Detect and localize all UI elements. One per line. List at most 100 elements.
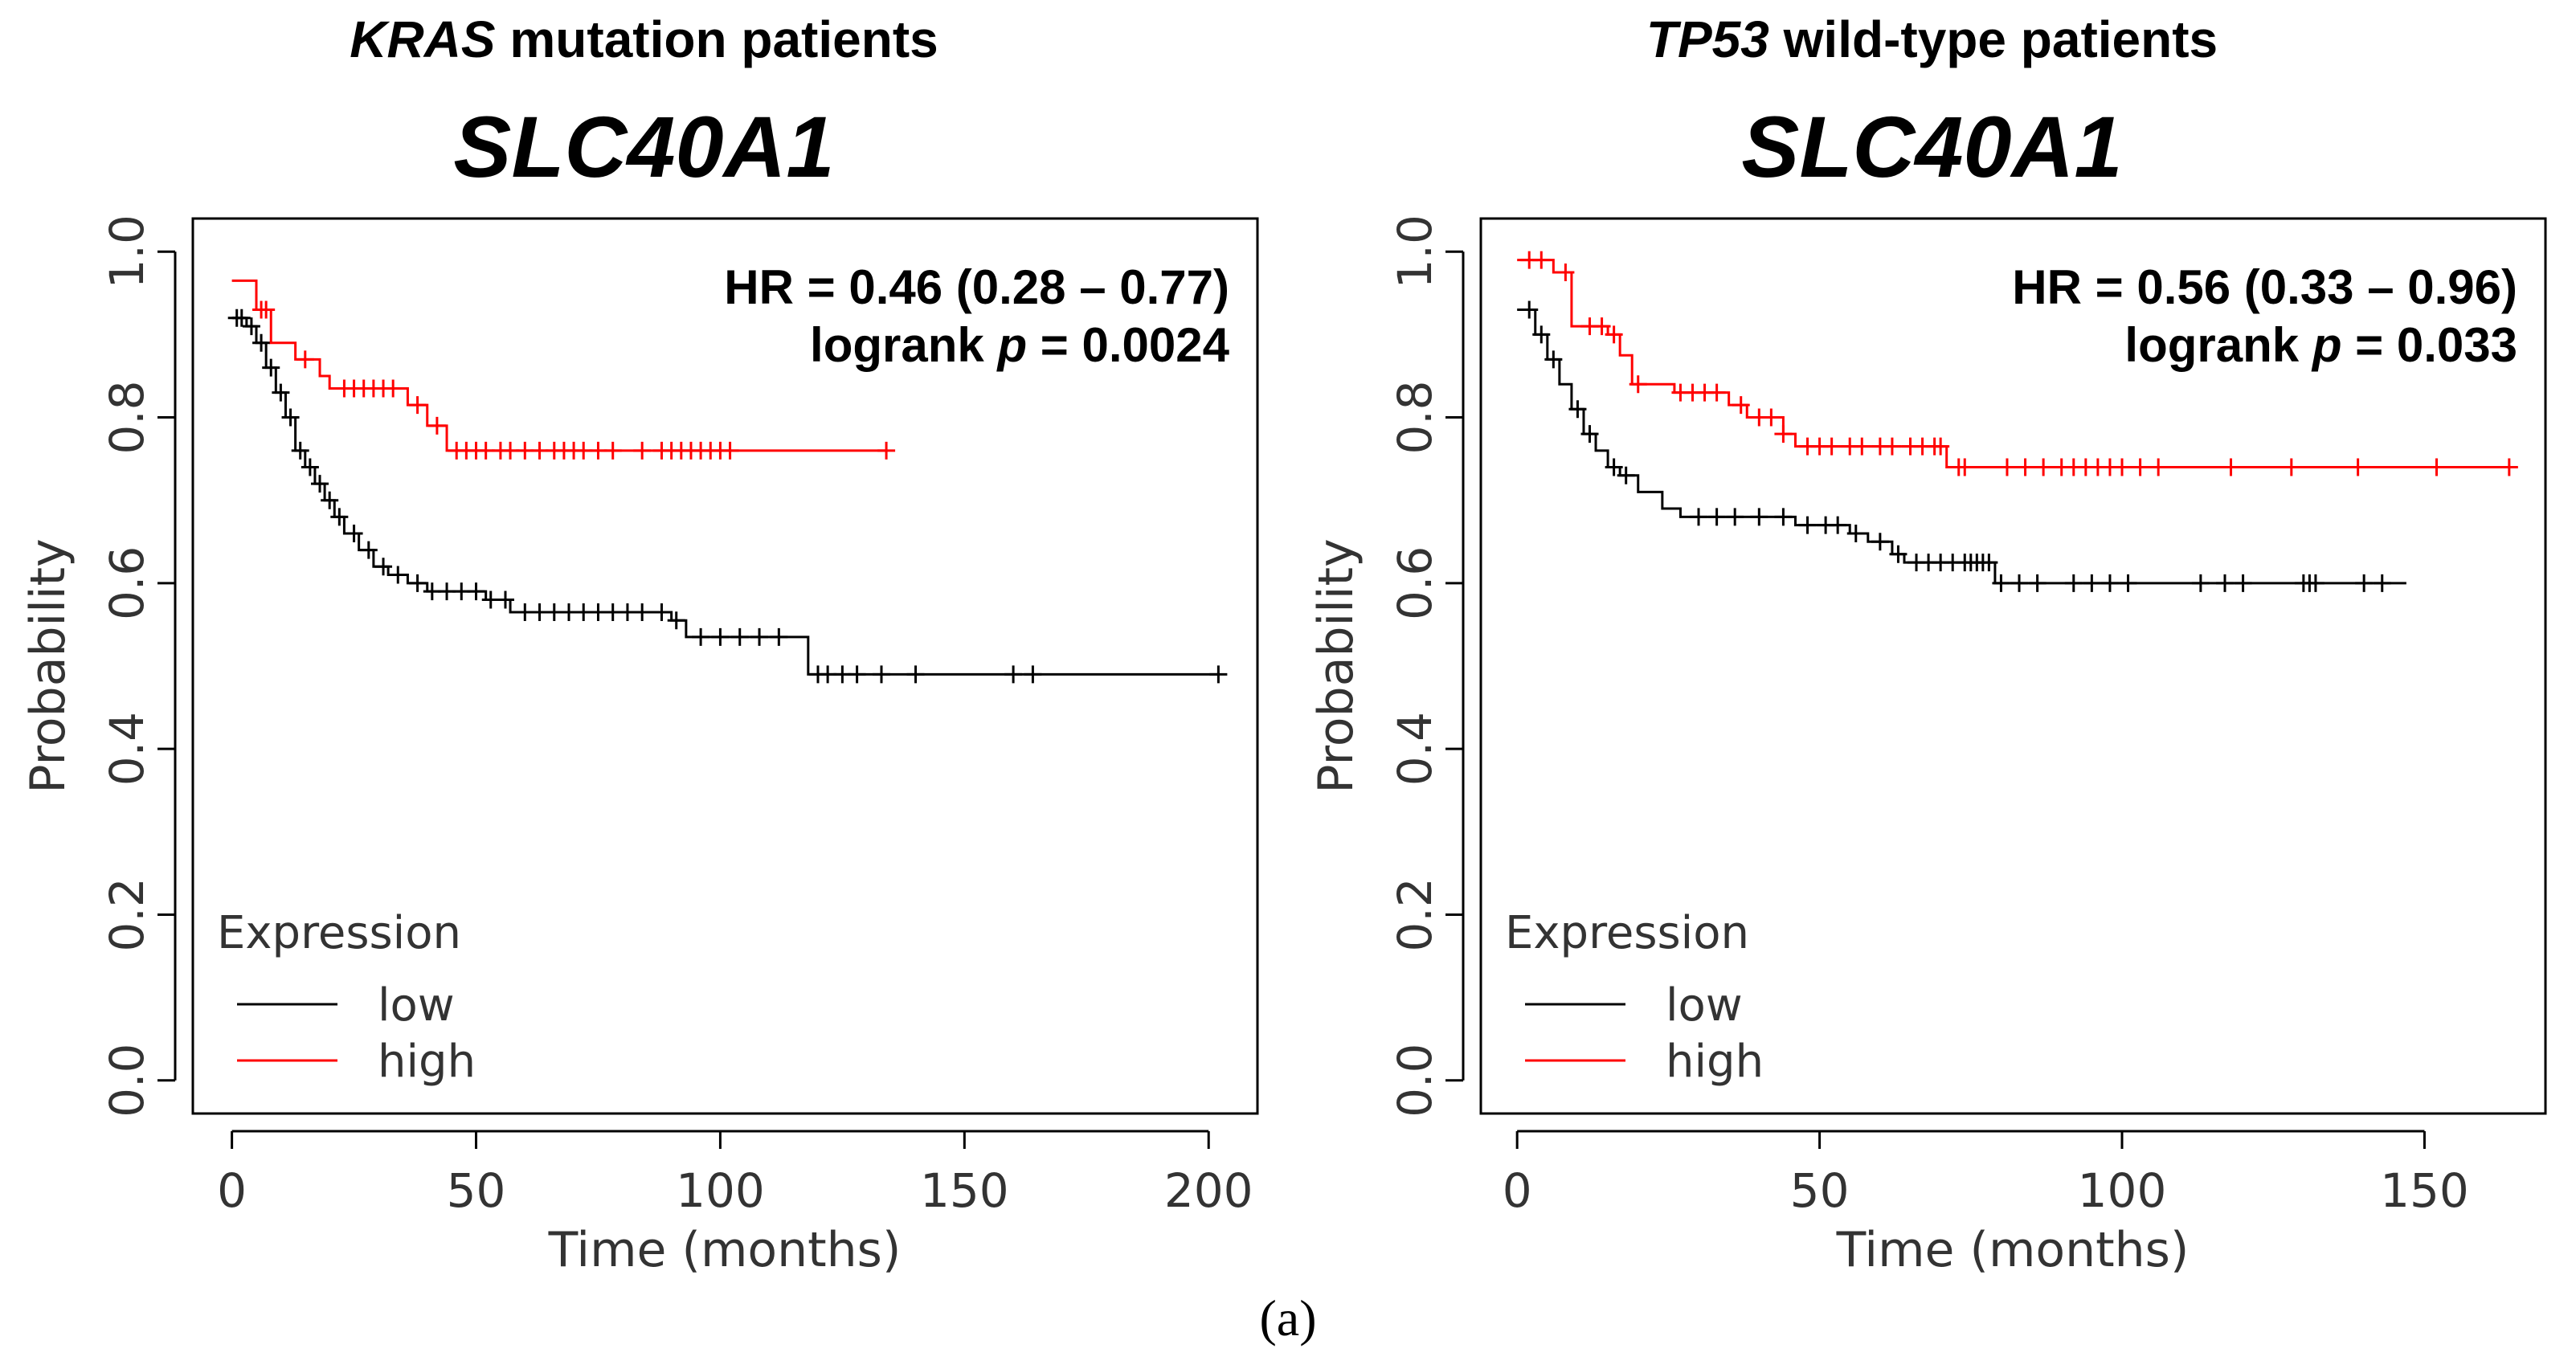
right-censor-mark-high	[1605, 325, 1623, 344]
right-x-tick-label: 0	[1503, 1163, 1532, 1218]
right-censor-mark-low	[1798, 516, 1817, 534]
right-censor-mark-high	[1997, 458, 2016, 476]
right-censor-mark-low	[2191, 574, 2210, 592]
left-censor-mark-low	[291, 441, 309, 460]
left-censor-mark-low	[906, 665, 925, 684]
right-curves	[1517, 251, 2518, 592]
right-censor-mark-high	[1774, 425, 1793, 443]
left-censor-mark-low	[252, 333, 271, 352]
right-censor-mark-high	[2113, 458, 2132, 476]
left-censor-mark-high	[257, 300, 276, 319]
right-censor-mark-high	[1629, 375, 1647, 394]
right-gene-title: SLC40A1	[1741, 98, 2123, 195]
right-censor-mark-high	[2016, 458, 2034, 476]
left-censor-mark-low	[1024, 665, 1042, 684]
left-km-chart: 0 50 100 150 200 0.0 0.2 0.4 0.6 0.8 1.0 HR = 0.46…	[20, 215, 1259, 1278]
left-axis-ticks: 0 50 100 150 200 0.0 0.2 0.4 0.6 0.8 1.0	[100, 215, 1253, 1218]
right-censor-mark-low	[1726, 508, 1744, 526]
right-censor-mark-low	[1889, 545, 1907, 563]
left-censor-mark-low	[848, 665, 866, 684]
right-censor-mark-low	[2234, 574, 2252, 592]
left-censor-mark-high	[384, 379, 403, 398]
right-y-tick-label: 0.4	[1388, 712, 1442, 786]
right-legend-high-label: high	[1666, 1036, 1764, 1088]
figure-caption: (a)	[1259, 1289, 1317, 1347]
right-censor-mark-low	[1605, 458, 1623, 476]
right-y-tick-label: 0.8	[1388, 380, 1442, 454]
left-censor-mark-low	[633, 603, 652, 621]
left-x-tick-label: 0	[217, 1163, 247, 1218]
left-logrank-text: logrank p = 0.0024	[810, 318, 1230, 372]
left-censor-mark-low	[311, 475, 329, 493]
right-y-tick-label: 1.0	[1388, 215, 1442, 288]
right-censor-mark-low	[1568, 400, 1587, 419]
right-y-tick-label: 0.6	[1388, 546, 1442, 620]
right-axis-ticks: 0 50 100 150 0.0 0.2 0.4 0.6 0.8 1.0	[1388, 215, 2469, 1218]
left-censor-mark-low	[770, 627, 788, 646]
left-censor-mark-high	[721, 441, 739, 460]
right-curve-high	[1517, 259, 2509, 468]
right-y-axis-label: Probability	[1308, 538, 1364, 793]
left-x-axis-label: Time (months)	[548, 1222, 902, 1278]
left-censor-mark-high	[877, 441, 896, 460]
right-x-axis-label: Time (months)	[1836, 1222, 2190, 1278]
right-censor-mark-low	[2028, 574, 2046, 592]
right-censor-mark-high	[1556, 264, 1575, 282]
left-y-tick-label: 0.4	[100, 712, 154, 786]
left-censor-mark-low	[281, 408, 300, 427]
right-censor-mark-high	[1707, 383, 1726, 402]
left-subtitle-gene: KRAS	[350, 10, 496, 68]
right-hr-text: HR = 0.56 (0.33 – 0.96)	[2012, 260, 2517, 314]
right-censor-mark-low	[1992, 574, 2010, 592]
left-logrank-prefix: logrank	[810, 318, 997, 372]
right-subtitle-gene: TP53	[1646, 10, 1769, 68]
right-censor-mark-low	[2373, 574, 2391, 592]
right-censor-mark-low	[1774, 508, 1793, 526]
left-x-tick-label: 100	[676, 1163, 765, 1218]
right-censor-mark-low	[2083, 574, 2101, 592]
left-y-tick-label: 0.8	[100, 380, 154, 454]
left-censor-mark-low	[873, 665, 890, 684]
left-curves	[227, 279, 1228, 684]
right-censor-mark-low	[1846, 524, 1865, 542]
left-curve-low	[231, 317, 1219, 676]
right-censor-mark-low	[2064, 574, 2083, 592]
right-censor-mark-low	[1829, 516, 1847, 534]
right-censor-mark-high	[1532, 251, 1551, 269]
right-y-tick-label: 0.0	[1388, 1044, 1442, 1118]
left-censor-mark-low	[242, 317, 260, 336]
right-censor-mark-high	[1593, 317, 1611, 336]
left-y-tick-label: 0.6	[100, 546, 154, 620]
left-y-tick-label: 1.0	[100, 215, 154, 288]
right-censor-mark-low	[1690, 508, 1708, 526]
right-censor-mark-low	[1750, 508, 1768, 526]
left-x-tick-label: 50	[447, 1163, 506, 1218]
right-censor-mark-high	[1822, 437, 1841, 456]
left-plot-frame	[191, 217, 1259, 1115]
left-legend-title: Expression	[217, 907, 461, 959]
right-x-tick-label: 50	[1790, 1163, 1850, 1218]
left-censor-mark-low	[692, 627, 710, 646]
left-legend-low-label: low	[378, 979, 455, 1032]
left-censor-mark-high	[296, 350, 314, 369]
left-censor-mark-low	[345, 524, 363, 542]
left-censor-mark-high	[603, 441, 622, 460]
left-censor-mark-low	[359, 541, 378, 559]
right-censor-mark-high	[1956, 458, 1974, 476]
right-km-chart: 0 50 100 150 0.0 0.2 0.4 0.6 0.8 1.0 HR = 0.56 (0…	[1308, 215, 2547, 1278]
left-censor-mark-high	[408, 396, 427, 415]
left-censor-mark-high	[633, 441, 652, 460]
right-censor-mark-high	[2131, 458, 2149, 476]
left-subtitle: KRAS mutation patients	[0, 10, 1288, 69]
left-y-axis-label: Probability	[20, 538, 76, 793]
right-censor-mark-high	[2034, 458, 2053, 476]
left-censor-mark-low	[467, 582, 485, 601]
right-panel: TP53 wild-type patients SLC40A1 0 50 100 15…	[1288, 0, 2576, 1302]
right-logrank-p: p	[2311, 318, 2342, 372]
left-censor-mark-low	[272, 383, 290, 402]
left-subtitle-rest: mutation patients	[509, 10, 938, 68]
left-censor-mark-low	[321, 491, 339, 509]
left-censor-mark-low	[711, 627, 730, 646]
right-censor-mark-low	[2215, 574, 2234, 592]
left-censor-mark-low	[730, 627, 749, 646]
